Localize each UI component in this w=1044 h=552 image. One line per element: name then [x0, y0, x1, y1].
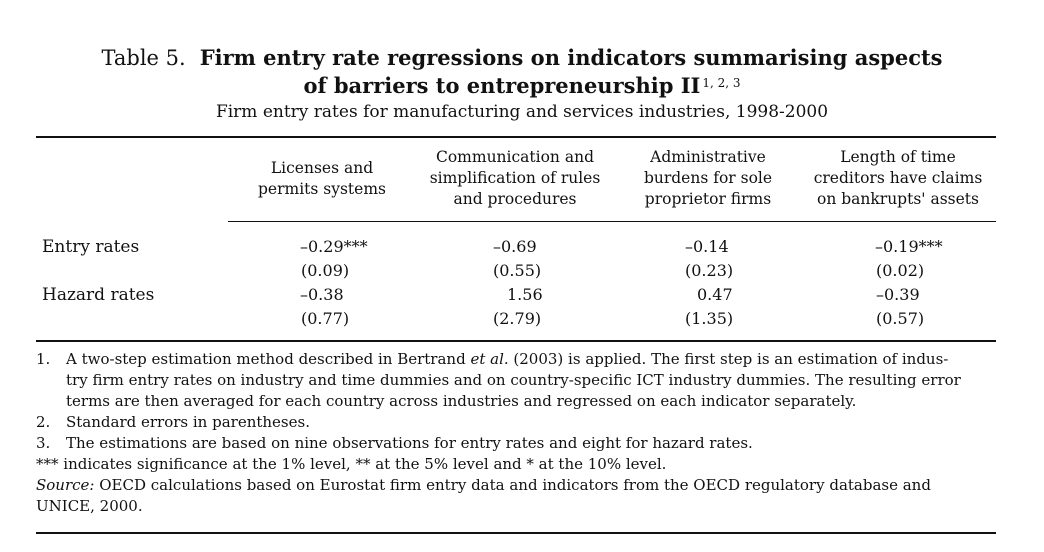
table-notes: 1. A two-step estimation method describe… — [36, 349, 998, 517]
cell-entry-administrative-coef: –0.14 — [685, 237, 729, 256]
note-text: A two-step estimation method described i… — [66, 350, 471, 368]
cell-hazard-communication-coef: 1.56 — [507, 285, 543, 304]
column-header-line: Licenses and — [270, 159, 374, 177]
table-subtitle: Firm entry rates for manufacturing and s… — [215, 102, 829, 122]
cell-hazard-licenses-coef: –0.38 — [300, 285, 344, 304]
cell-entry-administrative-se: (0.23) — [685, 261, 734, 280]
note-number: 3. — [36, 434, 51, 452]
title-footnote-refs: 1, 2, 3 — [702, 76, 741, 90]
note-number: 2. — [36, 413, 51, 431]
note-2-text: Standard errors in parentheses. — [66, 413, 310, 431]
source-text: OECD calculations based on Eurostat firm… — [94, 476, 931, 494]
note-2: 2. Standard errors in parentheses. — [36, 412, 998, 433]
note-1: 1. A two-step estimation method describe… — [36, 349, 998, 412]
note-1-line2: try firm entry rates on industry and tim… — [66, 371, 961, 389]
note-text-italic: et al. — [470, 350, 509, 368]
source-line2: UNICE, 2000. — [36, 497, 143, 515]
column-header-line: Administrative — [650, 148, 766, 166]
cell-entry-communication-coef: –0.69 — [493, 237, 537, 256]
source-line1: Source: OECD calculations based on Euros… — [36, 475, 998, 496]
cell-hazard-creditors-coef: –0.39 — [876, 285, 920, 304]
column-header-line: Communication and — [435, 148, 594, 166]
column-header-line: proprietor firms — [644, 190, 772, 208]
column-header-line: Length of time — [840, 148, 956, 166]
top-rule — [36, 136, 996, 138]
significance-note: *** indicates significance at the 1% lev… — [36, 455, 667, 473]
column-header-communication: Communication and simplification of rule… — [418, 147, 612, 210]
column-header-line: and procedures — [453, 190, 577, 208]
source-note: Source: OECD calculations based on Euros… — [36, 475, 998, 517]
cell-entry-licenses-coef: –0.29*** — [300, 237, 368, 256]
column-header-line: creditors have claims — [813, 169, 983, 187]
cell-entry-licenses-se: (0.09) — [301, 261, 350, 280]
cell-hazard-creditors-se: (0.57) — [876, 309, 925, 328]
cell-hazard-licenses-se: (0.77) — [301, 309, 350, 328]
note-number: 1. — [36, 350, 51, 368]
cell-hazard-administrative-se: (1.35) — [685, 309, 734, 328]
cell-entry-communication-se: (0.55) — [493, 261, 542, 280]
note-3: 3. The estimations are based on nine obs… — [36, 433, 998, 454]
table-bottom-rule — [36, 340, 996, 342]
page-end-rule — [36, 532, 996, 534]
row-label-entry-rates: Entry rates — [42, 237, 140, 257]
column-header-administrative: Administrative burdens for sole propriet… — [627, 147, 789, 210]
table-title-block: Table 5. Firm entry rate regressions on i… — [0, 44, 1044, 124]
cell-hazard-administrative-coef: 0.47 — [697, 285, 733, 304]
header-rule — [228, 221, 996, 222]
column-header-line: simplification of rules — [429, 169, 601, 187]
table-title-continued: of barriers to entrepreneurship II — [303, 73, 701, 98]
cell-entry-creditors-se: (0.02) — [876, 261, 925, 280]
column-header-creditors: Length of time creditors have claims on … — [800, 147, 996, 210]
note-1-line3: terms are then averaged for each country… — [66, 392, 857, 410]
cell-entry-creditors-coef: –0.19*** — [875, 237, 943, 256]
table-title-line2: of barriers to entrepreneurship II 1, 2, … — [0, 72, 1044, 100]
column-header-licenses: Licenses and permits systems — [247, 158, 397, 200]
table-number: Table 5. — [101, 46, 186, 70]
column-header-line: on bankrupts' assets — [817, 190, 979, 208]
column-header-line: burdens for sole — [643, 169, 773, 187]
cell-hazard-communication-se: (2.79) — [493, 309, 542, 328]
column-header-line: permits systems — [258, 180, 386, 198]
table-title-line1: Table 5. Firm entry rate regressions on i… — [0, 44, 1044, 72]
table-title-main: Firm entry rate regressions on indicator… — [199, 45, 943, 70]
note-text: (2003) is applied. The first step is an … — [508, 350, 949, 368]
source-label: Source: — [36, 476, 95, 494]
note-1-line1: A two-step estimation method described i… — [66, 349, 998, 370]
note-3-text: The estimations are based on nine observ… — [66, 434, 753, 452]
row-label-hazard-rates: Hazard rates — [42, 285, 155, 305]
